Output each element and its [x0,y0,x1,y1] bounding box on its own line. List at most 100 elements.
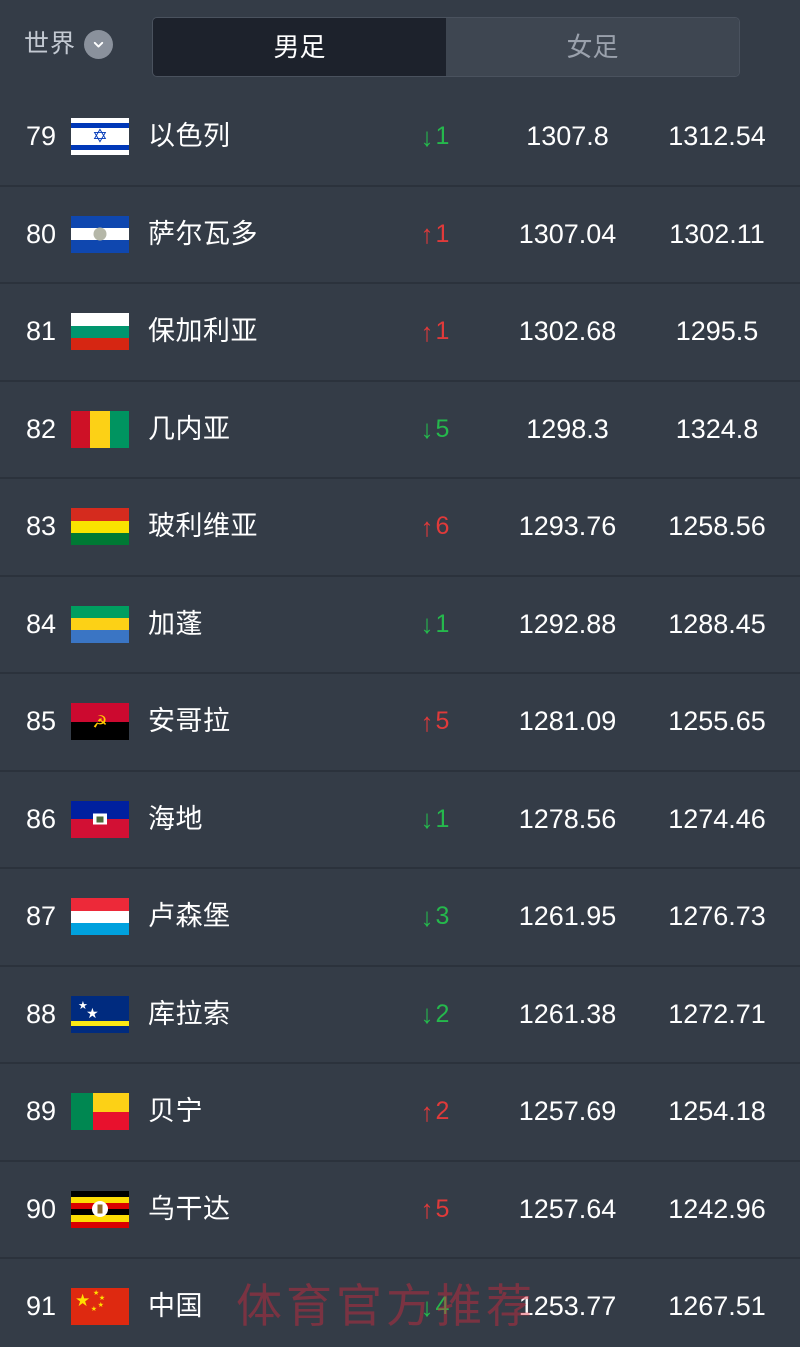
points-value: 1253.77 [518,1291,617,1322]
points-value: 1257.69 [518,1096,617,1127]
country-flag-cell: ✡ [66,118,134,156]
previous-points-value: 1312.54 [668,121,766,152]
app-header: 世界 男足 女足 [0,0,800,89]
rank-change-value: 1 [435,122,450,151]
previous-points-value: 1295.5 [675,316,759,347]
country-flag-cell [66,1093,134,1131]
arrow-up-icon: ↑ [420,219,434,250]
rank-change: ↓ 1 [375,124,495,150]
rank-number: 81 [25,316,56,347]
rank-change: ↑ 1 [375,319,495,345]
rank-number: 90 [25,1193,56,1224]
country-name: 玻利维亚 [148,511,258,542]
tab-womens-football[interactable]: 女足 [446,18,739,76]
previous-points-value: 1288.45 [668,608,766,639]
country-flag-cell [66,508,134,546]
table-row[interactable]: 91 ★ ★ ★ ★ ★ 中国 ↓ 4 1253.77 1267.51 [0,1259,800,1347]
region-selector[interactable]: 世界 [24,30,142,59]
previous-points-value: 1242.96 [668,1193,766,1224]
country-flag-cell [66,313,134,351]
country-flag-cell [66,410,134,448]
country-flag-cell: ★ ★ ★ ★ ★ [66,1288,134,1326]
table-row[interactable]: 90 乌干达 ↑ 5 1257.64 1242.96 [0,1161,800,1259]
arrow-up-icon: ↑ [420,316,434,347]
table-row[interactable]: 87 卢森堡 ↓ 3 1261.95 1276.73 [0,869,800,967]
tab-mens-football[interactable]: 男足 [153,18,446,76]
points-value: 1257.64 [518,1193,617,1224]
rank-change: ↑ 5 [375,709,495,735]
flag-icon [71,313,129,351]
points-value: 1278.56 [518,803,617,834]
rank-change: ↑ 6 [375,514,495,540]
rank-change: ↓ 1 [375,611,495,637]
arrow-down-icon: ↓ [420,901,434,932]
arrow-up-icon: ↑ [420,706,434,737]
chevron-down-icon[interactable] [84,30,114,59]
country-name: 贝宁 [148,1096,203,1127]
rank-change: ↓ 4 [375,1294,495,1320]
rank-change: ↓ 5 [375,416,495,442]
table-row[interactable]: 88 ★ ★ 库拉索 ↓ 2 1261.38 1272.71 [0,966,800,1064]
arrow-up-icon: ↑ [420,511,434,542]
rank-change-value: 1 [435,804,450,833]
flag-icon: ✡ [71,118,129,156]
rank-number: 84 [25,608,56,639]
rank-number: 82 [25,413,56,444]
flag-icon [71,605,129,643]
table-row[interactable]: 79 ✡ 以色列 ↓ 1 1307.8 1312.54 [0,89,800,187]
rank-change: ↓ 3 [375,904,495,930]
rank-change-value: 6 [435,512,450,541]
rank-number: 87 [25,901,56,932]
gender-tab-group: 男足 女足 [152,17,740,77]
ranking-table: 79 ✡ 以色列 ↓ 1 1307.8 1312.54 80 萨尔瓦多 ↑ 1 1307.04 1302… [0,89,800,1347]
flag-icon [71,1190,129,1228]
table-row[interactable]: 81 保加利亚 ↑ 1 1302.68 1295.5 [0,284,800,382]
rank-number: 83 [25,511,56,542]
previous-points-value: 1255.65 [668,706,766,737]
points-value: 1261.38 [518,998,617,1029]
country-name: 加蓬 [148,608,203,639]
table-row[interactable]: 80 萨尔瓦多 ↑ 1 1307.04 1302.11 [0,186,800,284]
previous-points-value: 1258.56 [668,511,766,542]
table-row[interactable]: 84 加蓬 ↓ 1 1292.88 1288.45 [0,576,800,674]
country-name: 乌干达 [148,1193,231,1224]
rank-change-value: 5 [435,1194,450,1223]
table-row[interactable]: 85 ☭ 安哥拉 ↑ 5 1281.09 1255.65 [0,674,800,772]
country-flag-cell [66,898,134,936]
country-name: 萨尔瓦多 [148,218,258,249]
rank-number: 85 [25,706,56,737]
points-value: 1307.04 [518,218,617,249]
table-row[interactable]: 89 贝宁 ↑ 2 1257.69 1254.18 [0,1064,800,1162]
rank-number: 89 [25,1096,56,1127]
flag-icon: ★ ★ [71,995,129,1033]
country-flag-cell [66,605,134,643]
country-flag-cell: ★ ★ [66,995,134,1033]
table-row[interactable]: 83 玻利维亚 ↑ 6 1293.76 1258.56 [0,479,800,577]
flag-icon: ☭ [71,703,129,741]
country-name: 保加利亚 [148,316,258,347]
previous-points-value: 1302.11 [669,218,765,249]
rank-change-value: 1 [435,609,450,638]
country-name: 以色列 [148,121,231,152]
country-name: 海地 [148,803,203,834]
country-flag-cell [66,215,134,253]
country-flag-cell: ☭ [66,703,134,741]
previous-points-value: 1272.71 [668,998,766,1029]
previous-points-value: 1254.18 [668,1096,766,1127]
rank-change-value: 1 [435,317,450,346]
arrow-down-icon: ↓ [420,414,434,445]
previous-points-value: 1324.8 [675,413,759,444]
arrow-down-icon: ↓ [420,804,434,835]
country-name: 卢森堡 [148,901,231,932]
rank-number: 91 [25,1291,56,1322]
points-value: 1302.68 [518,316,617,347]
country-name: 库拉索 [148,998,231,1029]
rank-change: ↓ 2 [375,1001,495,1027]
rank-number: 79 [25,121,56,152]
table-row[interactable]: 86 海地 ↓ 1 1278.56 1274.46 [0,771,800,869]
rank-change-value: 3 [435,902,450,931]
arrow-up-icon: ↑ [420,1096,434,1127]
table-row[interactable]: 82 几内亚 ↓ 5 1298.3 1324.8 [0,381,800,479]
rank-change: ↑ 2 [375,1099,495,1125]
